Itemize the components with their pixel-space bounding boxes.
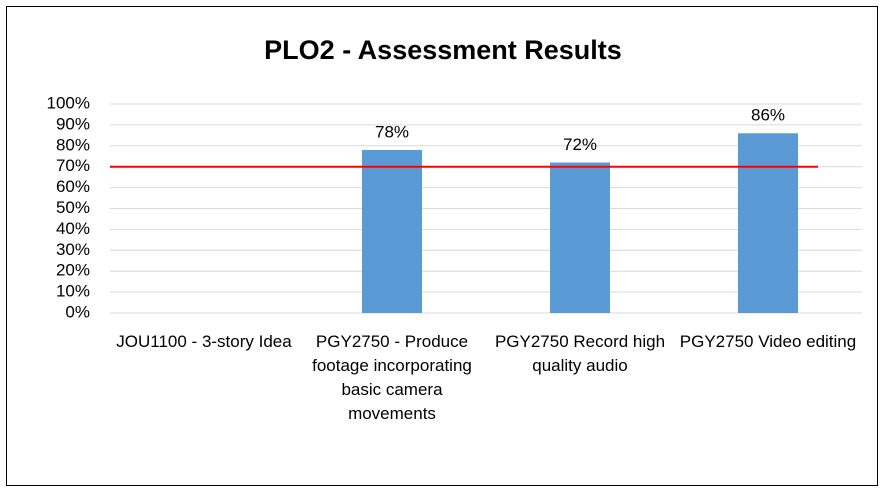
y-tick-label: 70% — [56, 156, 90, 175]
bar — [738, 133, 798, 313]
y-tick-label: 100% — [47, 93, 90, 112]
x-tick-label: PGY2750 Video editing — [679, 332, 857, 351]
y-tick-label: 30% — [56, 240, 90, 259]
x-tick-label: JOU1100 - 3-story Idea — [116, 332, 292, 351]
data-label: 72% — [563, 135, 597, 154]
x-tick-label: PGY2750 Record high quality audio — [494, 332, 666, 375]
y-tick-label: 80% — [56, 135, 90, 154]
y-tick-label: 20% — [56, 261, 90, 280]
y-tick-label: 90% — [56, 114, 90, 133]
chart-border — [6, 6, 878, 486]
y-tick-label: 50% — [56, 198, 90, 217]
bar — [362, 149, 422, 313]
y-tick-label: 10% — [56, 282, 90, 301]
data-label: 86% — [751, 106, 785, 125]
bar — [550, 162, 610, 313]
chart-title: PLO2 - Assessment Results — [264, 35, 622, 65]
data-label: 78% — [375, 122, 409, 141]
y-tick-label: 0% — [65, 302, 90, 321]
y-tick-label: 60% — [56, 177, 90, 196]
y-tick-label: 40% — [56, 219, 90, 238]
x-tick-label: PGY2750 - Produce footage incorporating … — [312, 332, 472, 423]
